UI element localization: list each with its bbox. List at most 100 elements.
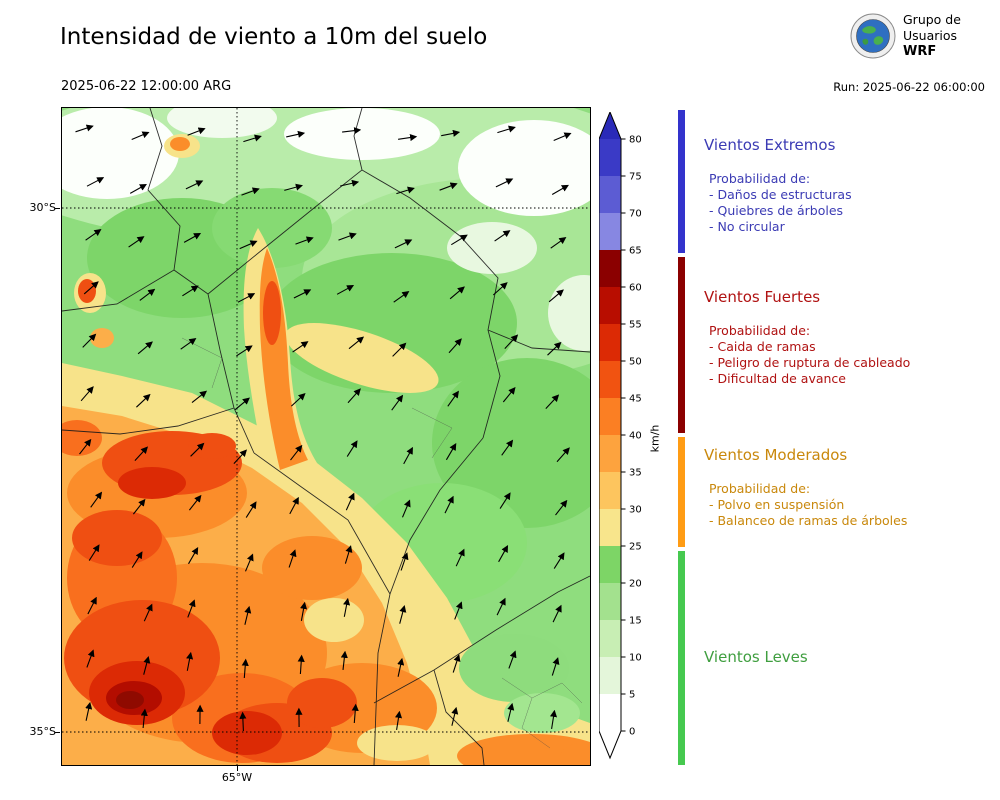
wind-arrow [236,345,253,357]
wind-arrow [86,649,95,668]
wind-arrow [79,438,92,455]
wind-arrow [551,184,569,195]
wind-arrow [293,289,312,299]
wind-arrow [550,237,567,249]
colorbar-segment-15-20 [599,583,621,620]
legend-block-moderados: Probabilidad de: - Polvo en suspensión -… [709,481,907,529]
colorbar-segment-40-45 [599,398,621,435]
colorbar-segment-45-50 [599,361,621,398]
legend-title-moderados: Vientos Moderados [704,446,848,464]
wind-arrow [545,394,560,409]
wind-arrow [244,553,254,572]
wind-arrow [340,179,360,187]
wind-arrow [185,180,204,190]
wind-arrow [143,656,151,675]
colorbar-segment-5-10 [599,657,621,694]
wind-arrow [556,447,570,463]
wind-arrow [449,286,465,300]
wind-arrow [297,654,305,675]
wind-arrow [191,390,208,404]
wind-arrow [549,709,558,729]
legend-item: - Quiebres de árboles [709,203,844,218]
wind-arrow [183,232,202,243]
legend-block-fuertes: Probabilidad de: - Caida de ramas - Peli… [709,323,910,387]
legend-title-fuertes: Vientos Fuertes [704,288,821,306]
wind-arrow [495,178,514,188]
legend-bar-leves [678,551,685,765]
wind-arrow [300,601,308,621]
wind-arrow [394,710,403,730]
legend-item: - Dificultad de avance [709,371,846,386]
wind-arrow [129,183,147,194]
colorbar-tick-label: 40 [629,431,642,442]
wind-arrow [88,544,100,561]
wind-arrow [131,551,143,568]
wind-arrow [290,444,303,461]
colorbar-tick-label: 0 [629,727,635,738]
wind-arrow [187,599,196,618]
wind-arrow [83,281,99,295]
wind-arrow [439,182,458,191]
legend-bar-extremos [678,110,685,253]
colorbar-segment-0-5 [599,694,621,731]
wind-arrow [454,601,463,620]
wind-arrow [452,654,461,673]
wind-arrow [134,446,149,461]
wind-arrow [552,604,562,623]
wind-map-canvas [62,108,590,765]
wind-arrow [241,658,249,679]
colorbar-tick-label: 30 [629,505,642,516]
wind-arrow [86,177,105,187]
wind-arrow [343,597,351,617]
legend-title-leves: Vientos Leves [704,648,808,666]
wind-arrow [394,239,413,249]
wind-arrow [398,134,418,142]
wind-arrow [445,443,457,461]
wind-arrow [186,651,194,671]
legend-prob-title: Probabilidad de: [709,171,811,186]
wind-arrows-layer [75,124,572,732]
wind-arrow [237,293,256,303]
wind-arrow [392,342,407,357]
wind-arrow [553,132,572,142]
colorbar-tick-label: 5 [629,690,635,701]
globe-icon [850,13,896,59]
wind-arrow [346,440,358,457]
wind-arrow [336,285,355,295]
wind-arrow [502,386,516,403]
colorbar-segment-65-70 [599,213,621,250]
colorbar-segment-25-30 [599,509,621,546]
wind-arrow [289,496,299,515]
colorbar-tick-label: 60 [629,283,642,294]
wind-arrow [132,498,146,515]
wind-arrow [399,605,407,624]
wind-intensity-map [61,107,591,766]
wind-arrow [345,492,355,511]
wind-arrow [180,338,197,350]
legend-prob-title: Probabilidad de: [709,481,811,496]
wind-arrow [553,552,565,569]
wind-arrow [140,708,148,729]
wind-arrow [555,499,568,516]
wrf-users-group-logo: Grupo de Usuarios WRF [850,12,961,61]
legend-prob-title: Probabilidad de: [709,323,811,338]
colorbar-tick-label: 45 [629,394,642,405]
wind-arrow [444,495,454,514]
legend-item: - Polvo en suspensión [709,497,845,512]
wind-arrow [455,548,465,567]
graticule-lines [62,108,590,765]
colorbar-tick-label: 20 [629,579,642,590]
colorbar-segment-20-25 [599,546,621,583]
legend-item: - Peligro de ruptura de cableado [709,355,911,370]
wind-arrow [291,392,306,407]
wind-arrow [347,388,361,404]
colorbar-tick-label: 35 [629,468,642,479]
wind-arrow [400,552,409,571]
legend-block-extremos: Probabilidad de: - Daños de estructuras … [709,171,852,235]
legend-title-extremos: Vientos Extremos [704,136,836,154]
logo-line-2: Usuarios [903,28,958,43]
wind-field-fill-layer [62,108,590,765]
wind-arrow [507,702,515,722]
legend-item: - Daños de estructuras [709,187,852,202]
